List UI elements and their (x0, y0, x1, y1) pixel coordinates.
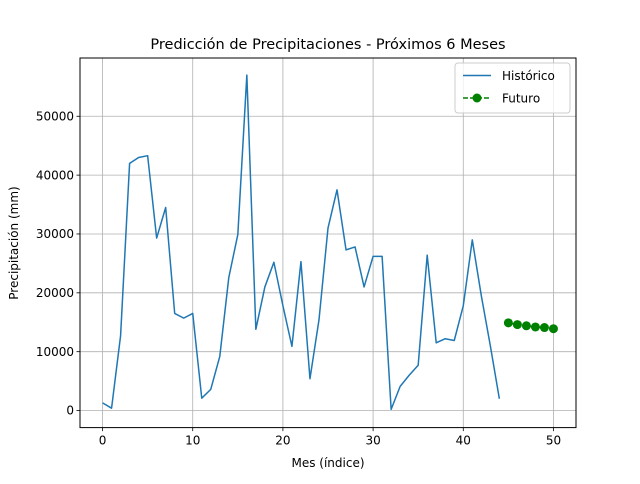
plot-frame (79, 57, 577, 429)
series-layer (102, 74, 558, 411)
legend-label-futuro: Futuro (502, 92, 540, 106)
y-tick-label: 0 (66, 404, 74, 418)
y-axis-label: Precipitación (mm) (7, 186, 21, 299)
y-tick-label: 20000 (36, 286, 74, 300)
y-tick-label: 30000 (36, 227, 74, 241)
x-axis-label: Mes (índice) (291, 456, 364, 470)
x-tick-label: 10 (185, 434, 200, 448)
data-point-futuro (530, 322, 540, 332)
y-tick-label: 50000 (36, 109, 74, 123)
data-point-futuro (503, 318, 513, 328)
data-point-futuro (521, 321, 531, 331)
data-point-futuro (512, 320, 522, 330)
y-tick-label: 10000 (36, 345, 74, 359)
legend-label-historico: Histórico (502, 69, 555, 83)
legend: Histórico Futuro (454, 62, 571, 114)
x-tick-label: 20 (275, 434, 290, 448)
data-point-futuro (539, 323, 549, 333)
data-point-futuro (548, 324, 558, 334)
x-tick-label: 30 (365, 434, 380, 448)
chart-title: Predicción de Precipitaciones - Próximos… (150, 37, 505, 53)
x-tick-label: 0 (99, 434, 107, 448)
series-line-historico (102, 74, 501, 411)
grid (80, 58, 576, 428)
legend-marker-futuro (472, 93, 482, 103)
ticks: 0 10 20 30 40 50 0 10000 20000 30000 40000 50000 (36, 109, 561, 447)
x-tick-label: 50 (546, 434, 561, 448)
x-tick-label: 40 (456, 434, 471, 448)
y-tick-label: 40000 (36, 168, 74, 182)
